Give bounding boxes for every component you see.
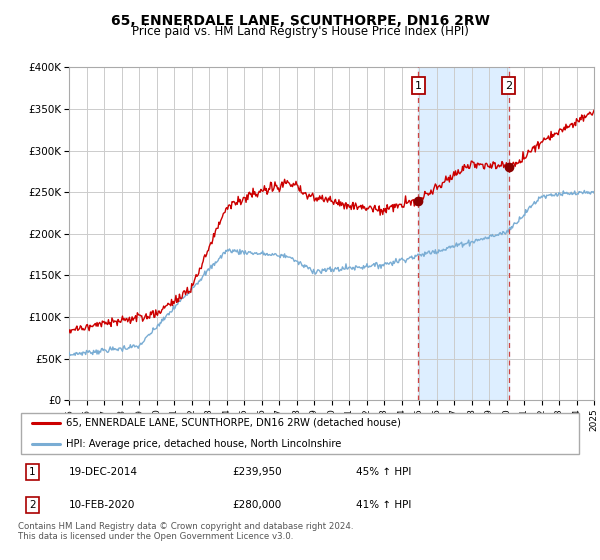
Text: 19-DEC-2014: 19-DEC-2014 xyxy=(69,467,138,477)
Text: Price paid vs. HM Land Registry's House Price Index (HPI): Price paid vs. HM Land Registry's House … xyxy=(131,25,469,38)
FancyBboxPatch shape xyxy=(21,413,579,454)
Text: £239,950: £239,950 xyxy=(232,467,282,477)
Text: 2: 2 xyxy=(29,500,36,510)
Text: 41% ↑ HPI: 41% ↑ HPI xyxy=(356,500,412,510)
Text: 2: 2 xyxy=(505,81,512,91)
Text: 65, ENNERDALE LANE, SCUNTHORPE, DN16 2RW (detached house): 65, ENNERDALE LANE, SCUNTHORPE, DN16 2RW… xyxy=(66,418,401,428)
Text: 1: 1 xyxy=(29,467,36,477)
Bar xyxy=(418,67,509,400)
Text: HPI: Average price, detached house, North Lincolnshire: HPI: Average price, detached house, Nort… xyxy=(66,439,341,449)
Text: 10-FEB-2020: 10-FEB-2020 xyxy=(69,500,135,510)
Text: 45% ↑ HPI: 45% ↑ HPI xyxy=(356,467,412,477)
Text: Contains HM Land Registry data © Crown copyright and database right 2024.
This d: Contains HM Land Registry data © Crown c… xyxy=(18,522,353,542)
Text: £280,000: £280,000 xyxy=(232,500,281,510)
Text: 65, ENNERDALE LANE, SCUNTHORPE, DN16 2RW: 65, ENNERDALE LANE, SCUNTHORPE, DN16 2RW xyxy=(110,14,490,28)
Text: 1: 1 xyxy=(415,81,422,91)
